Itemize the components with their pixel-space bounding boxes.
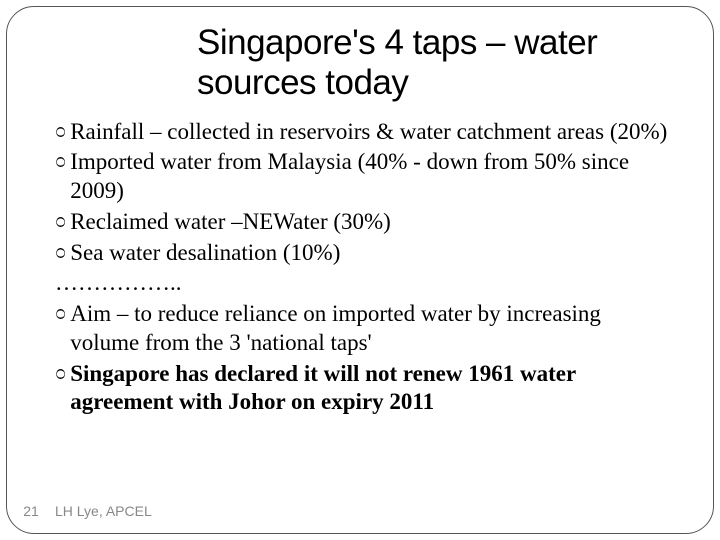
bullet-text: Aim – to reduce reliance on imported wat… [70,300,673,358]
page-number: 21 [7,503,55,519]
bullet-item: ೦Rainfall – collected in reservoirs & wa… [55,118,673,147]
bullet-glyph-icon: ೦ [55,148,66,175]
footer-text: LH Lye, APCEL [55,503,152,519]
bullet-item: ೦Imported water from Malaysia (40% - dow… [55,148,673,206]
bullet-item: ೦Singapore has declared it will not rene… [55,360,673,418]
bullet-item: ೦Reclaimed water –NEWater (30%) [55,208,673,237]
bullet-text: Sea water desalination (10%) [70,239,673,268]
bullet-item: ೦Aim – to reduce reliance on imported wa… [55,300,673,358]
slide-body: ೦Rainfall – collected in reservoirs & wa… [7,112,713,418]
bullet-text: Imported water from Malaysia (40% - down… [70,148,673,206]
slide-footer: 21 LH Lye, APCEL [7,503,713,519]
bullet-glyph-icon: ೦ [55,360,66,387]
bullet-text: Rainfall – collected in reservoirs & wat… [70,118,673,147]
bullet-glyph-icon: ೦ [55,300,66,327]
bullet-text: Singapore has declared it will not renew… [70,360,673,418]
bullet-glyph-icon: ೦ [55,208,66,235]
bullet-glyph-icon: ೦ [55,239,66,266]
bullet-item: ೦Sea water desalination (10%) [55,239,673,268]
slide-frame: Singapore's 4 taps – water sources today… [6,6,714,534]
bullet-text: Reclaimed water –NEWater (30%) [70,208,673,237]
plain-text-line: …………….. [55,269,673,298]
slide-title: Singapore's 4 taps – water sources today [7,7,713,112]
bullet-glyph-icon: ೦ [55,118,66,145]
